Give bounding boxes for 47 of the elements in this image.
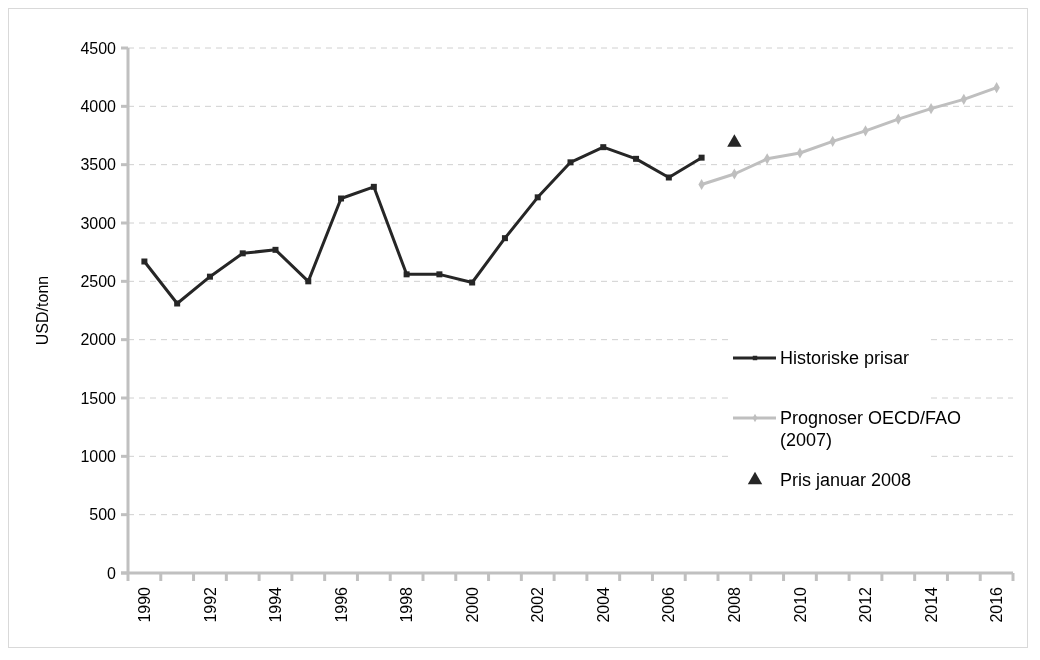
x-tick-label: 2002 bbox=[529, 586, 547, 623]
y-tick-label: 2000 bbox=[80, 331, 117, 349]
x-tick-label: 2008 bbox=[725, 586, 743, 623]
y-tick-label: 4000 bbox=[80, 97, 117, 115]
point bbox=[698, 154, 705, 161]
point bbox=[567, 159, 574, 166]
point bbox=[534, 194, 541, 201]
point bbox=[338, 195, 345, 202]
x-tick-label: 2006 bbox=[660, 586, 678, 623]
x-tick-label: 1998 bbox=[398, 586, 416, 623]
x-tick-label: 1992 bbox=[201, 586, 219, 623]
y-tick-label: 1000 bbox=[80, 447, 117, 465]
legend-label: Historiske prisar bbox=[780, 348, 910, 369]
y-axis-title: USD/tonn bbox=[34, 275, 51, 346]
y-tick-label: 2500 bbox=[80, 272, 117, 290]
point bbox=[206, 273, 213, 280]
x-tick-label: 2012 bbox=[857, 586, 875, 623]
point bbox=[665, 174, 672, 181]
y-tick-label: 0 bbox=[107, 564, 117, 582]
point bbox=[305, 278, 312, 285]
point bbox=[239, 250, 246, 257]
point bbox=[370, 183, 377, 190]
point bbox=[727, 134, 742, 147]
x-tick-label: 2000 bbox=[463, 586, 481, 623]
x-tick-label: 1990 bbox=[135, 586, 153, 623]
y-tick-label: 500 bbox=[89, 506, 117, 524]
point bbox=[141, 258, 148, 265]
y-tick-label: 3500 bbox=[80, 156, 117, 174]
x-tick-label: 2010 bbox=[791, 586, 809, 623]
point bbox=[633, 155, 640, 162]
y-tick-label: 3000 bbox=[80, 214, 117, 232]
x-tick-label: 2016 bbox=[988, 586, 1006, 623]
legend-label: Prognoser OECD/FAO (2007) bbox=[780, 408, 962, 451]
x-tick-label: 1996 bbox=[332, 586, 350, 623]
x-tick-label: 2004 bbox=[594, 586, 612, 623]
point bbox=[436, 271, 443, 278]
y-tick-label: 1500 bbox=[80, 389, 117, 407]
point bbox=[501, 235, 508, 242]
x-tick-label: 1994 bbox=[267, 586, 285, 623]
point bbox=[403, 271, 410, 278]
legend-label: Pris januar 2008 bbox=[780, 470, 912, 491]
point bbox=[174, 300, 181, 307]
point bbox=[600, 144, 607, 151]
point bbox=[469, 279, 476, 286]
point bbox=[272, 246, 279, 253]
y-tick-label: 4500 bbox=[80, 39, 117, 57]
x-tick-label: 2014 bbox=[922, 586, 940, 623]
